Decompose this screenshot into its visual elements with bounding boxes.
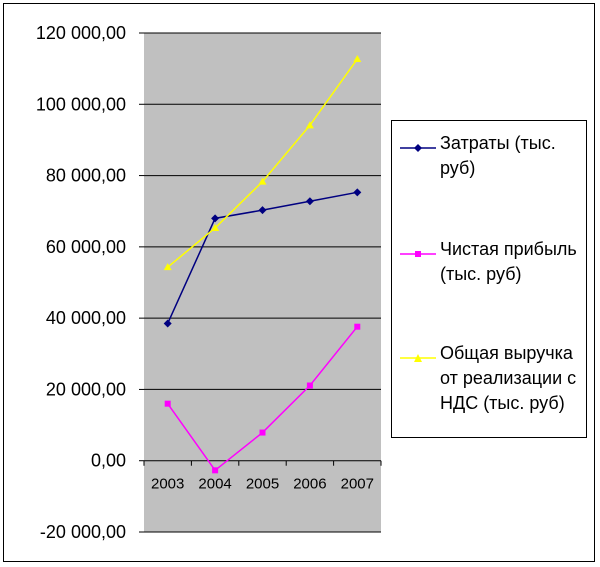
gridlines [144,32,381,533]
data-point [259,429,266,436]
y-tick-label: 120 000,00 [36,23,126,43]
data-point [305,197,314,206]
data-point [163,263,172,271]
data-point [163,319,172,328]
x-tick-label: 2004 [198,476,231,493]
y-tick-label: 80 000,00 [46,166,126,186]
x-tick-label: 2007 [341,476,374,493]
legend-label-net-profit: Чистая прибыль (тыс. руб) [440,239,577,284]
y-axis: 120 000,00 100 000,00 80 000,00 60 000,00 40… [36,23,144,542]
data-point [306,382,313,389]
series-0 [163,188,362,328]
y-tick-label: 20 000,00 [46,379,126,399]
x-tick-label: 2005 [246,476,279,493]
data-point [354,323,361,330]
data-point [305,121,314,129]
data-point [258,177,267,185]
legend-label-costs: Затраты (тыс. руб) [440,133,556,178]
y-tick-label: 40 000,00 [46,308,126,328]
x-axis: 2003 2004 2005 2006 2007 [143,460,382,493]
legend-swatch-net-profit [400,251,436,257]
y-tick-label: 60 000,00 [46,237,126,257]
data-point [164,400,171,407]
legend-swatch-revenue [400,354,436,362]
y-tick-label: 0,00 [91,451,126,471]
y-tick-label: -20 000,00 [40,522,126,542]
series-1 [164,323,361,474]
data-point [353,55,362,63]
y-tick-label: 100 000,00 [36,94,126,114]
x-tick-label: 2003 [151,476,184,493]
series-layer [163,55,362,474]
data-point [258,206,267,215]
legend-label-revenue: Общая выручка от реализации с НДС (тыс. … [440,343,577,413]
data-point [211,214,220,223]
x-tick-label: 2006 [293,476,326,493]
legend-swatch-costs [400,144,436,152]
data-point [211,223,220,231]
legend: Затраты (тыс. руб) Чистая прибыль (тыс. … [391,120,587,438]
data-point [212,467,219,474]
data-point [353,188,362,197]
plot-area [144,33,381,532]
series-2 [163,55,362,271]
